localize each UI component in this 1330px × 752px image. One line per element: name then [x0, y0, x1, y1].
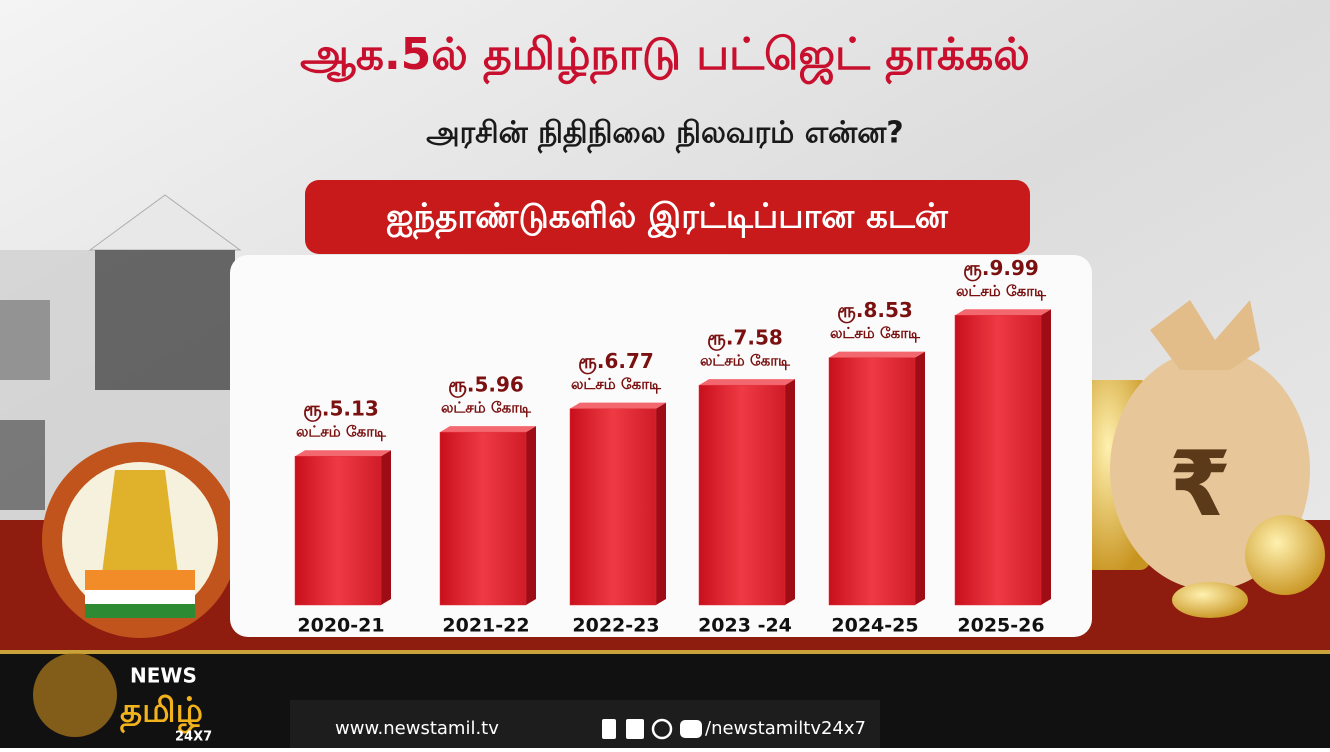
bar	[698, 384, 786, 606]
unit-label: லட்சம் கோடி	[700, 352, 791, 370]
bar-top	[955, 309, 1051, 316]
x-tick-label: 2020-21	[297, 615, 384, 637]
x-tick-label: 2022-23	[572, 615, 659, 637]
value-label: ரூ.8.53	[837, 298, 913, 324]
unit-label: லட்சம் கோடி	[830, 324, 921, 342]
ticker	[290, 700, 880, 748]
bar-top	[570, 402, 666, 409]
building	[0, 194, 242, 550]
bar-side	[656, 402, 666, 605]
emblem	[42, 442, 238, 638]
bar-side	[1041, 309, 1051, 605]
logo-globe	[33, 653, 117, 737]
logo-main: தமிழ்	[120, 691, 203, 734]
bar-top	[295, 450, 391, 457]
social-handle: /newstamiltv24x7	[705, 718, 866, 739]
website: www.newstamil.tv	[335, 718, 499, 739]
x-tick-label: 2021-22	[442, 615, 529, 637]
bar	[439, 431, 527, 606]
value-label: ரூ.9.99	[963, 256, 1039, 282]
unit-label: லட்சம் கோடி	[956, 282, 1047, 300]
headline: ஆக.5ல் தமிழ்நாடு பட்ஜெட் தாக்கல்	[300, 29, 1030, 85]
bar	[828, 357, 916, 606]
unit-label: லட்சம் கோடி	[571, 375, 662, 393]
bar-top	[829, 351, 925, 358]
value-label: ரூ.6.77	[578, 349, 654, 375]
unit-label: லட்சம் கோடி	[296, 423, 387, 441]
bar	[294, 455, 382, 606]
bar-side	[785, 379, 795, 605]
chart-title: ஐந்தாண்டுகளில் இரட்டிப்பான கடன்	[386, 197, 949, 240]
unit-label: லட்சம் கோடி	[441, 399, 532, 417]
bar	[954, 315, 1042, 606]
bar-top	[699, 379, 795, 386]
bar-side	[915, 351, 925, 605]
banner	[305, 180, 1030, 254]
bar	[569, 408, 657, 606]
x-tick-label: 2024-25	[831, 615, 918, 637]
subheadline: அரசின் நிதிநிலை நிலவரம் என்ன?	[426, 116, 903, 154]
value-label: ரூ.7.58	[707, 326, 783, 352]
x-tick-label: 2025-26	[957, 615, 1044, 637]
bar-side	[526, 426, 536, 605]
bar-side	[381, 450, 391, 605]
value-label: ரூ.5.96	[448, 373, 524, 399]
bar-top	[440, 426, 536, 433]
value-label: ரூ.5.13	[303, 397, 379, 423]
svg-text:₹: ₹	[1169, 432, 1232, 537]
money-bag: ₹	[1080, 300, 1325, 618]
logo-top: NEWS	[130, 664, 197, 688]
footer-border	[0, 650, 1330, 654]
logo-sub: 24X7	[175, 730, 212, 745]
x-tick-label: 2023 -24	[698, 615, 792, 637]
social-icons	[602, 718, 702, 740]
